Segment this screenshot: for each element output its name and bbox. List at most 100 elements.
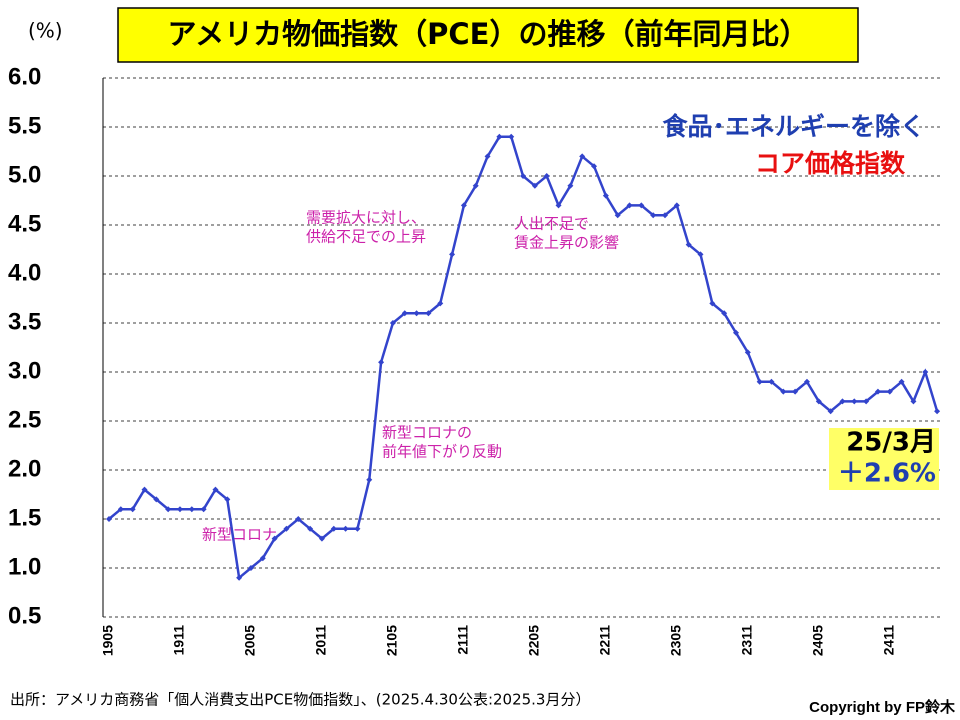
source: 出所：アメリカ商務省「個人消費支出PCE物価指数」、(2025.4.30公表:2… xyxy=(10,691,590,709)
point xyxy=(117,506,124,513)
point xyxy=(295,516,302,522)
title-box xyxy=(117,7,859,63)
x-tick-label: 2005 xyxy=(242,625,258,656)
point xyxy=(732,329,739,336)
point xyxy=(697,251,704,258)
x-tick-label: 2305 xyxy=(668,625,684,656)
point xyxy=(354,525,361,532)
chart-title: アメリカ物価指数（PCE）の推移（前年同月比） xyxy=(168,17,809,51)
annotation: 供給不足での上昇 xyxy=(306,228,426,246)
x-tick-label: 2105 xyxy=(384,625,400,656)
point xyxy=(271,535,278,542)
point xyxy=(721,310,728,317)
point xyxy=(378,359,385,366)
annotation: 前年値下がり反動 xyxy=(382,443,502,461)
point xyxy=(768,378,775,385)
point xyxy=(318,535,325,542)
point xyxy=(389,320,396,326)
legend-text: コア価格指数 xyxy=(755,149,906,178)
point xyxy=(874,388,881,395)
point xyxy=(744,349,751,356)
point xyxy=(460,202,467,209)
point xyxy=(484,153,491,160)
y-tick-label: 4.0 xyxy=(8,259,41,286)
callout-text: 25/3月 xyxy=(846,428,936,458)
point xyxy=(543,173,550,179)
y-tick-label: 5.5 xyxy=(8,112,41,139)
point xyxy=(591,163,598,170)
point xyxy=(176,506,183,513)
point xyxy=(898,378,905,385)
point xyxy=(330,525,337,532)
y-axis-label: (%) xyxy=(28,19,63,43)
point xyxy=(626,202,633,209)
y-tick-label: 3.5 xyxy=(8,308,41,335)
annotation: 需要拡大に対し、 xyxy=(306,209,426,227)
x-tick-label: 2011 xyxy=(313,625,329,656)
point xyxy=(685,241,692,248)
point xyxy=(614,212,621,219)
callout-box xyxy=(829,428,939,490)
point xyxy=(413,310,420,317)
x-tick-label: 2311 xyxy=(739,625,755,656)
x-tick-label: 2211 xyxy=(597,625,613,656)
point xyxy=(863,398,870,405)
point xyxy=(449,251,456,258)
series-line xyxy=(108,135,939,581)
point xyxy=(307,525,314,532)
y-tick-label: 1.5 xyxy=(8,504,41,531)
point xyxy=(165,506,172,513)
point xyxy=(437,300,444,307)
point xyxy=(129,506,136,513)
point xyxy=(342,525,349,532)
y-tick-label: 3.0 xyxy=(8,357,41,384)
annotation: 新型コロナ xyxy=(202,526,277,544)
point xyxy=(638,202,645,209)
point xyxy=(792,388,799,395)
point xyxy=(803,378,810,385)
point xyxy=(555,202,562,209)
point xyxy=(153,496,160,503)
point xyxy=(200,506,207,513)
x-tick-label: 2205 xyxy=(526,625,542,656)
point xyxy=(531,182,538,189)
point xyxy=(224,496,231,503)
y-tick-label: 1.0 xyxy=(8,553,41,580)
point xyxy=(283,525,290,532)
point xyxy=(236,574,243,581)
x-tick-label: 2111 xyxy=(455,625,471,655)
point xyxy=(650,212,657,219)
point xyxy=(106,516,112,522)
point xyxy=(780,388,787,395)
point xyxy=(815,398,822,405)
y-tick-label: 0.5 xyxy=(8,602,41,629)
point xyxy=(673,202,680,209)
point xyxy=(472,182,479,189)
point xyxy=(827,408,834,415)
point xyxy=(508,133,515,140)
point xyxy=(922,369,929,375)
point xyxy=(141,486,148,493)
y-tick-label: 5.0 xyxy=(8,161,41,188)
x-tick-label: 2411 xyxy=(880,625,896,656)
point xyxy=(425,310,432,317)
annotation: 新型コロナの xyxy=(382,424,472,442)
point xyxy=(188,506,195,513)
point xyxy=(567,182,574,189)
point xyxy=(934,408,941,415)
y-tick-label: 2.5 xyxy=(8,406,41,433)
point xyxy=(579,153,586,160)
point xyxy=(212,486,219,493)
legend-text: 食品･エネルギーを除く xyxy=(662,112,925,141)
point xyxy=(401,310,408,317)
x-tick-label: 2405 xyxy=(810,625,826,656)
point xyxy=(496,133,503,140)
point xyxy=(520,173,527,179)
y-tick-label: 4.5 xyxy=(8,210,41,237)
point xyxy=(839,398,846,405)
point xyxy=(756,378,763,385)
x-tick-label: 1905 xyxy=(100,625,116,656)
point xyxy=(259,555,266,562)
point xyxy=(366,476,373,483)
